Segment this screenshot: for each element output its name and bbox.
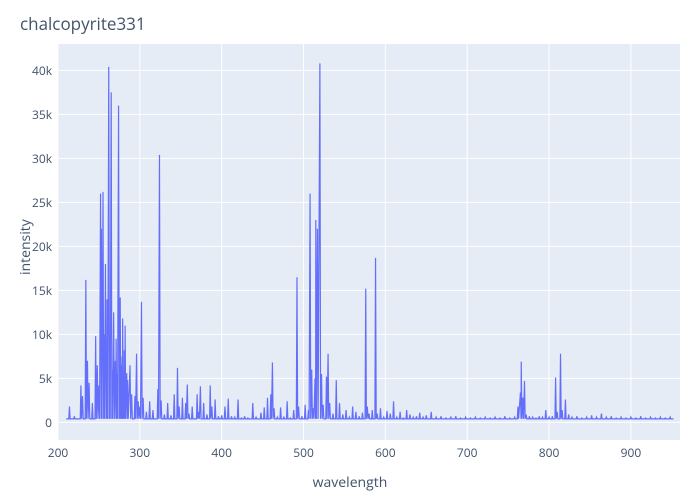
x-tick-label: 900 (611, 444, 651, 461)
y-tick-label: 10k (18, 326, 52, 343)
y-tick-label: 0 (18, 414, 52, 431)
plot-area[interactable] (58, 44, 680, 440)
x-tick-label: 300 (120, 444, 160, 461)
x-tick-label: 600 (365, 444, 405, 461)
y-tick-label: 40k (18, 62, 52, 79)
chart-container: chalcopyrite331 intensity wavelength 200… (0, 0, 700, 500)
x-tick-label: 700 (447, 444, 487, 461)
x-tick-label: 500 (284, 444, 324, 461)
x-tick-label: 200 (38, 444, 78, 461)
x-tick-label: 800 (529, 444, 569, 461)
chart-title: chalcopyrite331 (20, 12, 146, 35)
y-tick-label: 5k (18, 370, 52, 387)
y-tick-label: 30k (18, 150, 52, 167)
y-tick-label: 20k (18, 238, 52, 255)
y-tick-label: 25k (18, 194, 52, 211)
x-tick-label: 400 (202, 444, 242, 461)
x-axis-label: wavelength (0, 473, 700, 492)
y-tick-label: 35k (18, 106, 52, 123)
y-tick-label: 15k (18, 282, 52, 299)
